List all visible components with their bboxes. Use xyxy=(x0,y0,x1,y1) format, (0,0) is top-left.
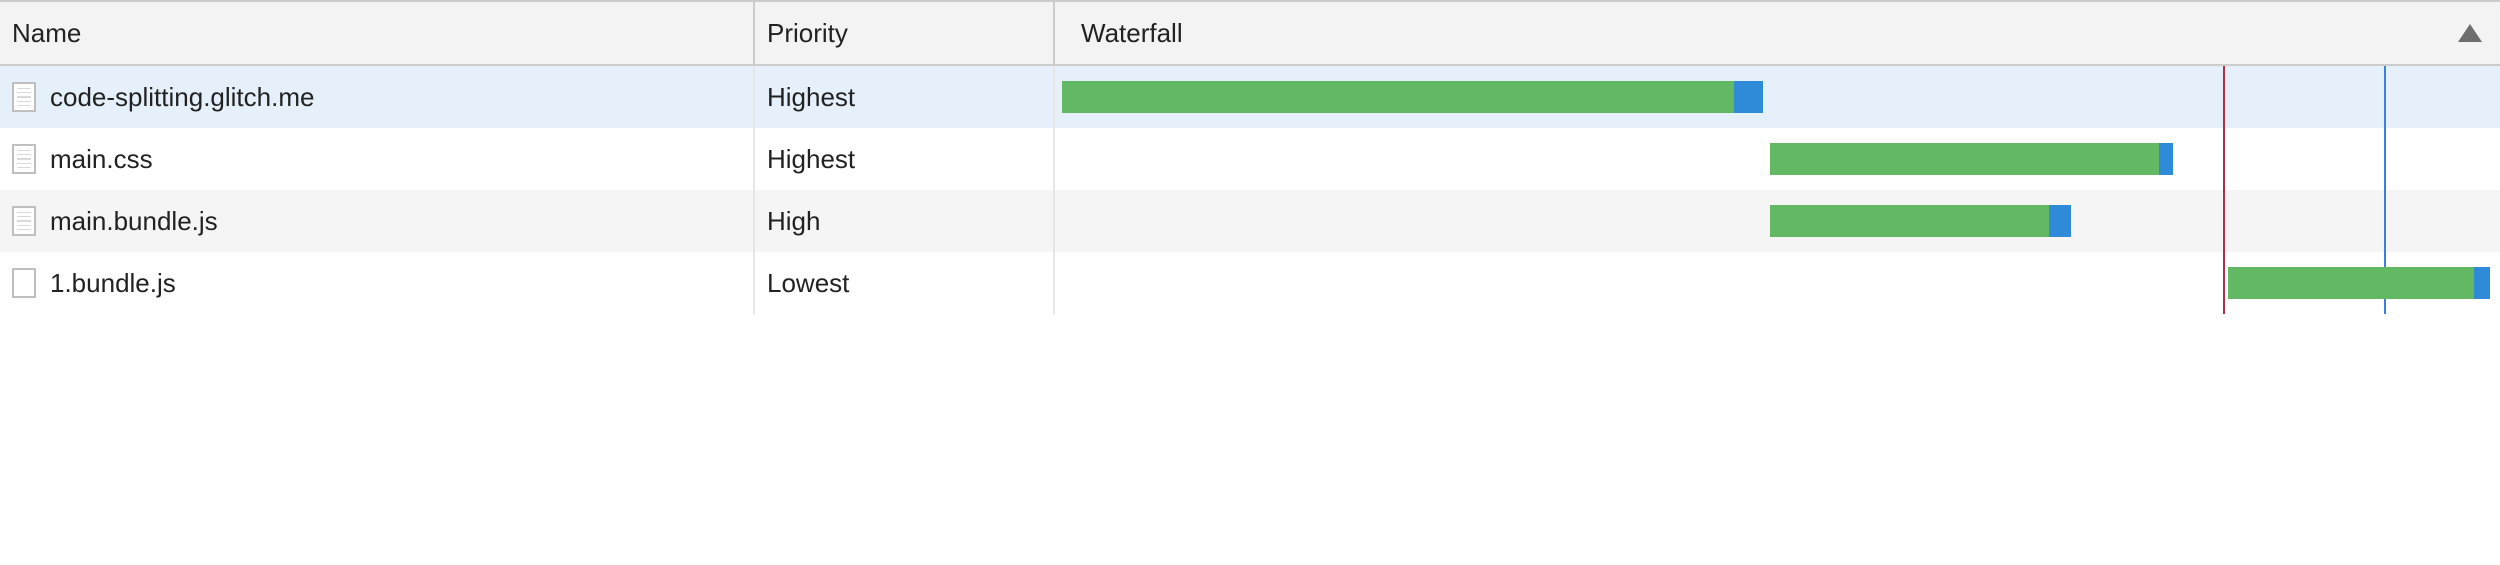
file-doc-icon xyxy=(12,206,36,236)
timing-bar-tail[interactable] xyxy=(2159,143,2173,175)
table-body: code-splitting.glitch.me Highest main.css H… xyxy=(0,66,2500,314)
network-panel: Name Priority Waterfall code-splitting.g… xyxy=(0,0,2500,314)
waterfall-track xyxy=(1055,66,2500,128)
waterfall-track xyxy=(1055,252,2500,314)
column-header-waterfall-label: Waterfall xyxy=(1081,18,1183,49)
timing-bar-tail[interactable] xyxy=(2474,267,2490,299)
file-doc-icon xyxy=(12,144,36,174)
waterfall-track xyxy=(1055,128,2500,190)
column-header-priority[interactable]: Priority xyxy=(755,2,1055,64)
priority-value: Highest xyxy=(767,82,855,113)
file-name: code-splitting.glitch.me xyxy=(50,82,314,113)
table-row[interactable]: 1.bundle.js Lowest xyxy=(0,252,2500,314)
table-row[interactable]: main.bundle.js High xyxy=(0,190,2500,252)
cell-name: main.css xyxy=(0,128,755,190)
file-doc-icon xyxy=(12,82,36,112)
cell-waterfall xyxy=(1055,190,2500,252)
priority-value: Highest xyxy=(767,144,855,175)
cell-priority: Lowest xyxy=(755,252,1055,314)
cell-name: 1.bundle.js xyxy=(0,252,755,314)
load-event-marker xyxy=(2384,190,2386,252)
timing-bar-download[interactable] xyxy=(1062,81,1734,113)
column-header-name-label: Name xyxy=(12,18,81,49)
dom-content-loaded-marker xyxy=(2223,66,2225,128)
column-header-waterfall[interactable]: Waterfall xyxy=(1055,2,2500,64)
timing-bar-download[interactable] xyxy=(1770,205,2049,237)
sort-asc-icon xyxy=(2458,24,2482,42)
cell-waterfall xyxy=(1055,128,2500,190)
timing-bar-tail[interactable] xyxy=(2049,205,2071,237)
table-row[interactable]: code-splitting.glitch.me Highest xyxy=(0,66,2500,128)
table-header: Name Priority Waterfall xyxy=(0,2,2500,66)
load-event-marker xyxy=(2384,66,2386,128)
cell-priority: Highest xyxy=(755,66,1055,128)
cell-waterfall xyxy=(1055,252,2500,314)
cell-waterfall xyxy=(1055,66,2500,128)
cell-priority: High xyxy=(755,190,1055,252)
cell-name: code-splitting.glitch.me xyxy=(0,66,755,128)
file-name: main.css xyxy=(50,144,153,175)
timing-bar-download[interactable] xyxy=(2228,267,2474,299)
dom-content-loaded-marker xyxy=(2223,252,2225,314)
priority-value: Lowest xyxy=(767,268,849,299)
column-header-priority-label: Priority xyxy=(767,18,848,49)
dom-content-loaded-marker xyxy=(2223,128,2225,190)
table-row[interactable]: main.css Highest xyxy=(0,128,2500,190)
timing-bar-download[interactable] xyxy=(1770,143,2159,175)
file-name: 1.bundle.js xyxy=(50,268,176,299)
waterfall-track xyxy=(1055,190,2500,252)
cell-name: main.bundle.js xyxy=(0,190,755,252)
file-blank-icon xyxy=(12,268,36,298)
file-name: main.bundle.js xyxy=(50,206,218,237)
priority-value: High xyxy=(767,206,820,237)
timing-bar-tail[interactable] xyxy=(1734,81,1763,113)
load-event-marker xyxy=(2384,128,2386,190)
column-header-name[interactable]: Name xyxy=(0,2,755,64)
dom-content-loaded-marker xyxy=(2223,190,2225,252)
cell-priority: Highest xyxy=(755,128,1055,190)
